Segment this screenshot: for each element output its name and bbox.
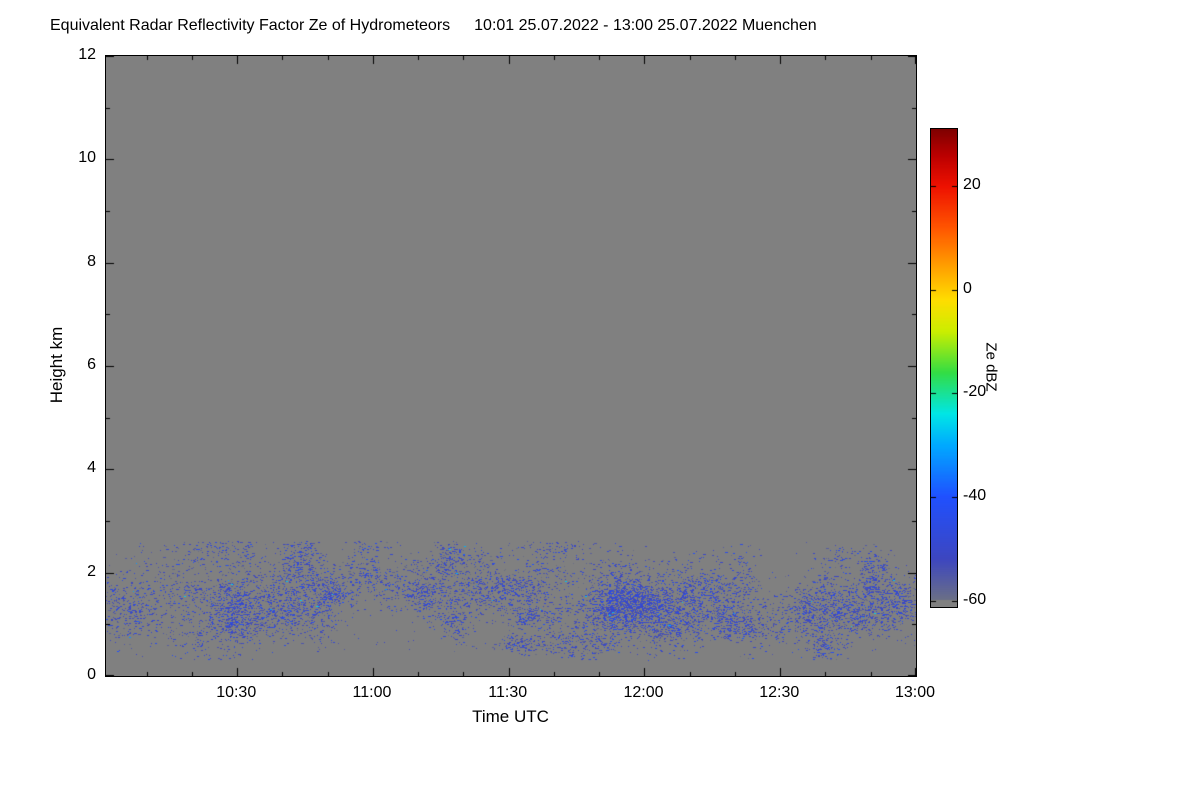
y-tick-label: 4: [87, 459, 96, 477]
y-tick-label: 0: [87, 666, 96, 683]
colorbar-canvas: [931, 129, 957, 607]
colorbar-tick-label: -20: [963, 383, 987, 401]
x-tick-label: 13:00: [894, 684, 936, 701]
x-tick-label: 10:30: [216, 684, 257, 701]
y-tick-label: 6: [87, 356, 96, 373]
colorbar: [930, 128, 958, 608]
chart-title-row: Equivalent Radar Reflectivity Factor Ze …: [50, 17, 817, 35]
y-tick-label: 2: [87, 562, 96, 580]
plot-area: [105, 55, 917, 677]
colorbar-tick-label: -40: [963, 487, 987, 505]
x-tick-label: 12:00: [623, 684, 664, 701]
chart-title: Equivalent Radar Reflectivity Factor Ze …: [50, 17, 451, 34]
colorbar-tick-label: -60: [963, 590, 987, 608]
heatmap-canvas: [106, 56, 916, 676]
y-tick-label: 10: [78, 149, 96, 167]
x-tick-label: 11:00: [352, 684, 392, 701]
x-axis-label: Time UTC: [472, 707, 549, 726]
x-tick-label: 12:30: [759, 684, 800, 701]
y-tick-label: 8: [87, 252, 96, 270]
y-tick-label: 12: [78, 46, 96, 63]
x-tick-label: 11:30: [488, 684, 528, 701]
colorbar-tick-label: 20: [963, 176, 981, 194]
chart-subtitle: 10:01 25.07.2022 - 13:00 25.07.2022 Muen…: [474, 17, 817, 34]
colorbar-tick-label: 0: [963, 279, 972, 297]
